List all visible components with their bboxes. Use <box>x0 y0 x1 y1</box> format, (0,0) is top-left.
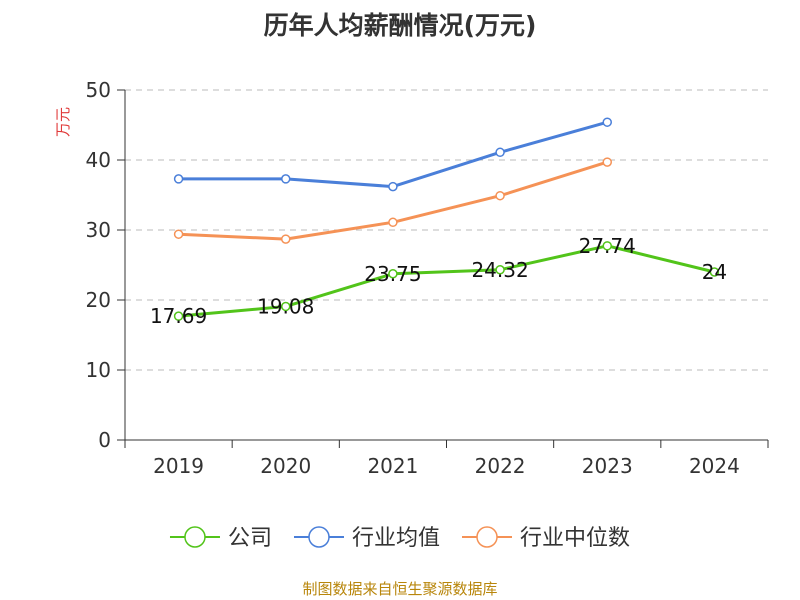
data-point <box>495 147 505 158</box>
data-point <box>602 157 612 167</box>
legend-marker <box>476 526 498 548</box>
data-point <box>602 117 612 127</box>
series-line <box>178 120 608 189</box>
data-labels: 17.69 19.08 23.75 24.32 27.74 24 <box>150 234 727 328</box>
series-line <box>178 244 715 318</box>
legend-label: 公司 <box>228 526 272 551</box>
data-point <box>388 181 398 192</box>
data-label: 24.32 <box>471 258 528 282</box>
x-tick-label: 2022 <box>475 454 526 478</box>
data-label: 19.08 <box>257 294 314 318</box>
y-tick-label: 30 <box>86 218 111 242</box>
y-tick-label: 40 <box>86 148 111 172</box>
legend: 公司 行业均值 行业中位数 <box>169 526 630 551</box>
x-tick-label: 2021 <box>367 454 418 478</box>
y-tick-label: 50 <box>86 78 111 102</box>
x-tick-label: 2020 <box>260 454 311 478</box>
legend-item: 行业中位数 <box>462 526 630 551</box>
chart-title: 历年人均薪酬情况(万元) <box>263 11 537 40</box>
y-tick-label: 10 <box>86 358 111 382</box>
source-note: 制图数据来自恒生聚源数据库 <box>302 580 498 598</box>
data-point <box>281 301 291 312</box>
series-layer <box>173 117 720 321</box>
data-label: 17.69 <box>150 304 207 328</box>
data-point <box>602 241 612 251</box>
legend-item: 公司 <box>169 526 272 551</box>
data-point <box>281 174 291 184</box>
data-point <box>495 265 505 275</box>
x-tick-label: 2023 <box>582 454 633 478</box>
data-point <box>281 234 291 244</box>
data-point <box>709 267 720 277</box>
data-label: 23.75 <box>364 262 421 286</box>
legend-marker <box>184 526 206 548</box>
legend-label: 行业均值 <box>352 526 440 551</box>
data-point <box>388 269 398 279</box>
legend-item: 行业均值 <box>293 526 440 551</box>
x-tick-label: 2024 <box>689 454 740 478</box>
data-label: 27.74 <box>579 234 636 258</box>
y-tick-label: 0 <box>98 428 111 452</box>
grid-lines <box>125 89 768 371</box>
data-point <box>173 311 184 321</box>
y-axis-label: 万元 <box>54 107 72 137</box>
x-tick-label: 2019 <box>153 454 204 478</box>
series-line <box>178 160 608 241</box>
data-point <box>173 174 184 184</box>
axes: 0 10 20 30 40 50 2019 2020 2021 2022 2023 2024 万元 <box>54 78 769 478</box>
legend-marker <box>308 526 330 548</box>
data-point <box>173 229 184 239</box>
data-point <box>388 217 398 228</box>
data-label: 24 <box>702 260 727 284</box>
y-tick-label: 20 <box>86 288 111 312</box>
legend-label: 行业中位数 <box>520 526 630 551</box>
data-point <box>495 190 505 201</box>
